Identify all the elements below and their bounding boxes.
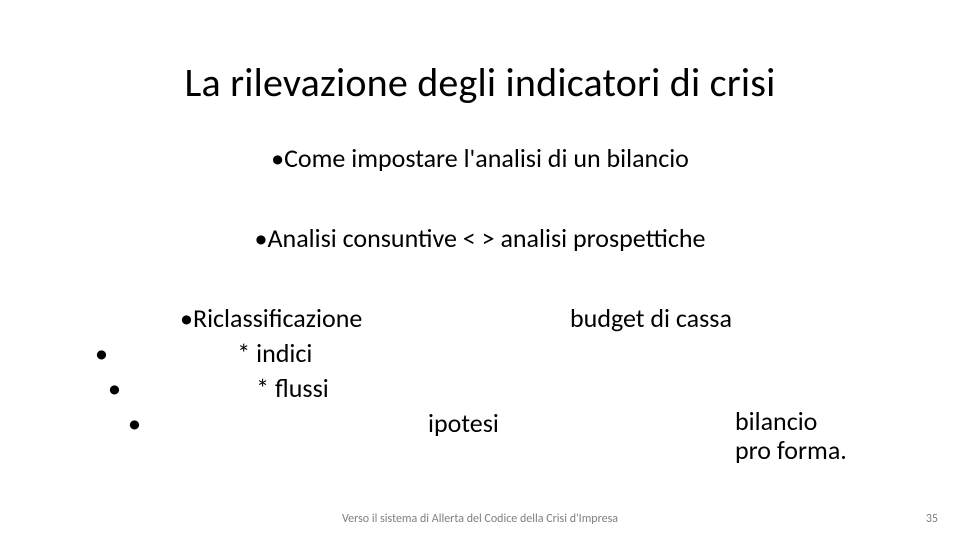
row-riclassificazione: •Riclassificazione <box>180 302 362 334</box>
bilancio-pro-forma-label: bilancio pro forma. <box>735 407 847 465</box>
footer-text: Verso il sistema di Allerta del Codice d… <box>0 512 960 526</box>
slide: La rilevazione degli indicatori di crisi… <box>0 0 960 540</box>
bullet-icon: • <box>271 142 284 174</box>
row-ipotesi-bullet: • <box>128 407 141 439</box>
flussi-text: * flussi <box>256 372 329 404</box>
bullet-icon: • <box>108 372 121 404</box>
page-number: 35 <box>926 512 938 526</box>
slide-title: La rilevazione degli indicatori di crisi <box>0 58 960 107</box>
ipotesi-label: ipotesi <box>428 407 499 439</box>
pro-forma-text: pro forma. <box>735 434 847 466</box>
row-indici: • * indici <box>95 337 312 369</box>
indici-text: * indici <box>237 337 312 369</box>
bullet-icon: • <box>95 337 108 369</box>
bullet-icon: • <box>180 302 193 334</box>
budget-di-cassa-label: budget di cassa <box>570 302 732 334</box>
subtitle-line-1: •Come impostare l'analisi di un bilancio <box>0 142 960 174</box>
bilancio-text: bilancio <box>735 405 817 437</box>
row-flussi: • * flussi <box>108 372 329 404</box>
subtitle-1-text: Come impostare l'analisi di un bilancio <box>284 142 689 174</box>
subtitle-2-text: Analisi consuntive < > analisi prospetti… <box>268 222 706 254</box>
bullet-icon: • <box>255 222 268 254</box>
bullet-icon: • <box>128 407 141 439</box>
subtitle-line-2: •Analisi consuntive < > analisi prospett… <box>0 222 960 254</box>
riclassificazione-label: Riclassificazione <box>193 302 362 334</box>
